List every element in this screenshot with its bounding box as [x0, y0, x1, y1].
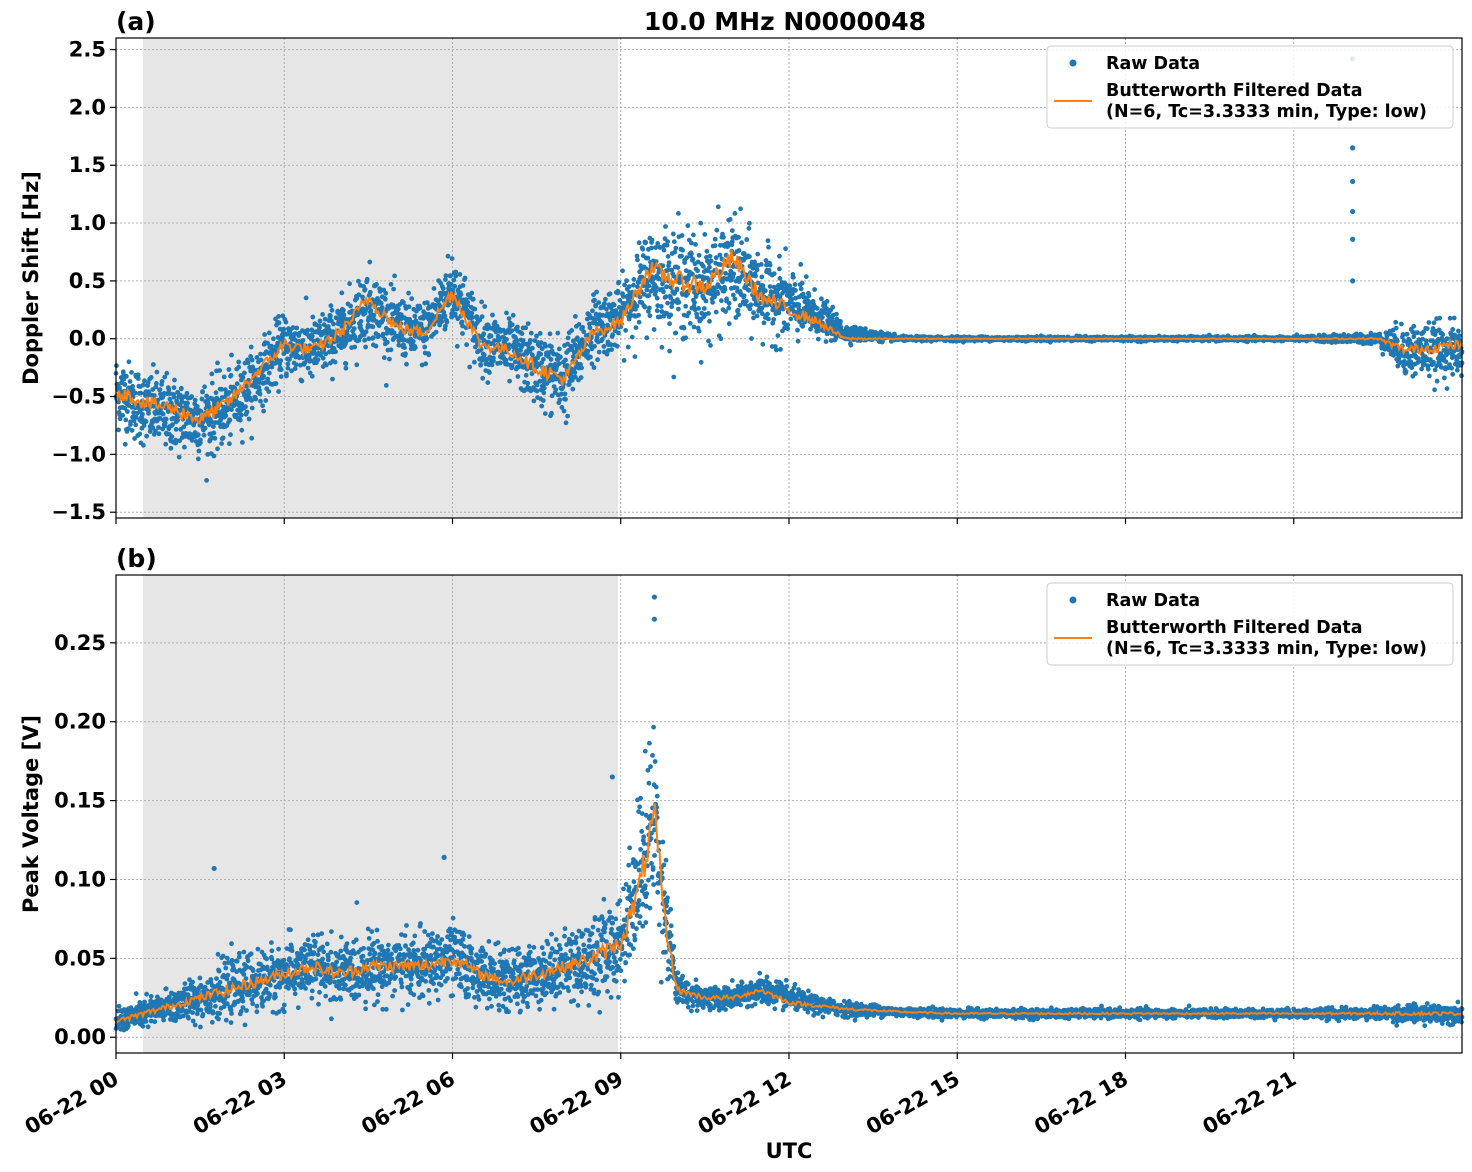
y-tick-label: −1.5 — [51, 500, 106, 524]
panel-a-shaded-interval — [142, 38, 618, 518]
raw-data-point — [211, 865, 217, 872]
panel-b-y-ticks: 0.00 0.05 0.10 0.15 0.20 0.25 — [54, 631, 116, 1049]
panel-a-x-tick-marks — [115, 518, 1295, 524]
raw-data-point — [651, 594, 658, 600]
raw-data-point — [1350, 145, 1356, 151]
raw-data-point-cloud — [113, 724, 1465, 1033]
raw-data-point — [1350, 236, 1356, 242]
y-tick-label: 2.5 — [69, 38, 106, 62]
x-tick-label: 06-22 21 — [1198, 1067, 1300, 1140]
y-tick-label: 0.5 — [69, 269, 106, 293]
legend-filtered-params: (N=6, Tc=3.3333 min, Type: low) — [1106, 639, 1427, 659]
raw-data-point — [1350, 178, 1356, 185]
x-tick-label: 06-22 12 — [694, 1067, 796, 1140]
x-tick-label: 06-22 06 — [357, 1067, 459, 1140]
y-tick-label: −1.0 — [51, 442, 106, 466]
x-tick-label: 06-22 15 — [862, 1067, 964, 1140]
y-tick-label: 0.0 — [69, 327, 106, 351]
raw-data-point — [1350, 278, 1356, 284]
legend-raw-marker — [1069, 596, 1077, 604]
y-tick-label: 0.15 — [54, 789, 106, 813]
y-tick-label: 1.5 — [69, 153, 106, 177]
legend-raw-label: Raw Data — [1106, 591, 1200, 611]
panel-b: 0.000.050.100.150.200.25 06-22 00 06-22 0… — [19, 544, 1465, 1163]
y-tick-label: 0.20 — [54, 710, 106, 734]
panel-a-legend: Raw Data Butterworth Filtered Data (N=6,… — [1046, 45, 1454, 129]
x-tick-label: 06-22 00 — [21, 1067, 123, 1140]
panel-b-y-label: Peak Voltage [V] — [19, 715, 43, 913]
panel-a-label: (a) — [116, 7, 156, 36]
legend-filtered-label: Butterworth Filtered Data — [1106, 618, 1363, 638]
panel-a-y-label: Doppler Shift [Hz] — [19, 171, 43, 385]
panel-b-label: (b) — [116, 544, 157, 573]
raw-data-point — [651, 616, 658, 622]
legend-raw-marker — [1069, 59, 1077, 67]
figure-title: 10.0 MHz N0000048 — [644, 7, 926, 36]
panel-b-grid — [115, 575, 1462, 1053]
legend-box — [1046, 582, 1454, 666]
legend-raw-label: Raw Data — [1106, 54, 1200, 74]
y-tick-label: 2.0 — [69, 95, 106, 119]
y-tick-label: 0.10 — [54, 867, 106, 891]
x-tick-label: 06-22 18 — [1030, 1067, 1132, 1140]
panel-b-legend: Raw Data Butterworth Filtered Data (N=6,… — [1046, 582, 1454, 666]
raw-data-point-cloud — [113, 204, 1465, 483]
panel-a-y-ticks: −1.5 −1.0 −0.5 0.0 0.5 1.0 1.5 2.0 2.5 — [51, 38, 116, 524]
y-tick-label: 1.0 — [69, 211, 106, 235]
panel-b-raw-points — [113, 594, 1465, 1033]
panel-a: −1.5 −1.0 −0.5 0.0 0.5 1.0 1.5 2.0 2.5 (a) 10.0 … — [19, 7, 1465, 524]
panel-a-grid — [115, 38, 1462, 518]
panel-b-x-ticks: 06-22 00 06-22 03 06-22 06 06-22 09 06-22 12… — [21, 1053, 1300, 1140]
y-tick-label: 0.05 — [54, 946, 106, 970]
y-tick-label: 0.25 — [54, 631, 106, 655]
x-tick-label: 06-22 03 — [189, 1067, 291, 1140]
panel-a-filtered-line — [115, 249, 1463, 425]
raw-data-point — [609, 774, 615, 780]
x-tick-label: 06-22 09 — [525, 1067, 627, 1140]
legend-filtered-params: (N=6, Tc=3.3333 min, Type: low) — [1106, 102, 1427, 122]
raw-data-point — [1350, 208, 1356, 215]
legend-filtered-label: Butterworth Filtered Data — [1106, 81, 1363, 101]
raw-data-point — [441, 854, 447, 860]
legend-box — [1046, 45, 1454, 129]
panel-b-filtered-line — [115, 803, 1463, 1025]
y-tick-label: −0.5 — [51, 385, 106, 409]
y-tick-label: 0.00 — [54, 1025, 106, 1049]
x-axis-label: UTC — [766, 1139, 813, 1163]
